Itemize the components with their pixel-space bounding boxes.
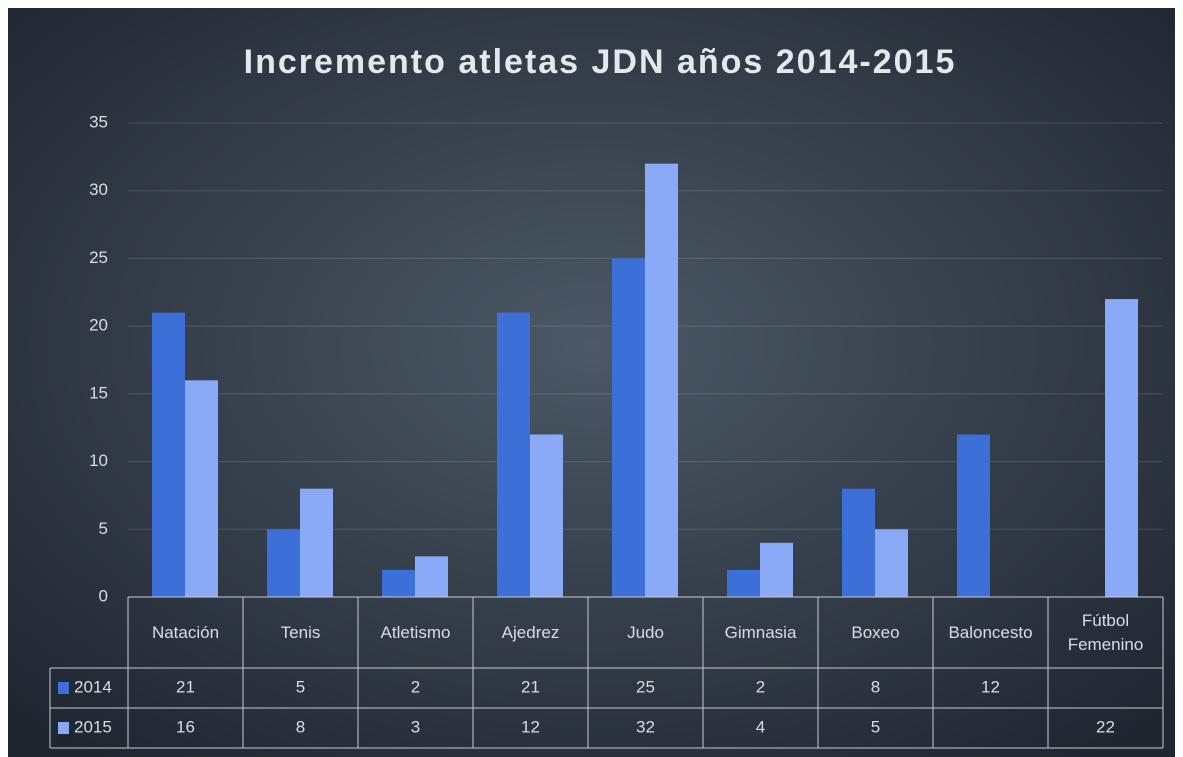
x-tick-label: Fútbol Femenino: [1067, 610, 1144, 654]
category-cell: Judo: [627, 622, 664, 642]
table-value: 32: [636, 717, 655, 736]
legend-label: 2014: [74, 677, 112, 696]
table-value: 16: [176, 717, 195, 736]
y-tick-label: 0: [99, 586, 108, 605]
x-tick-label: Gimnasia: [724, 622, 797, 642]
table-value: 8: [296, 717, 305, 736]
bar: [1105, 299, 1138, 597]
y-tick-label: 30: [89, 180, 108, 199]
bar: [415, 556, 448, 597]
category-cell: Natación: [151, 622, 220, 642]
x-tick-label: Natación: [151, 622, 220, 642]
table-value: 8: [871, 677, 880, 696]
table-value: 21: [176, 677, 195, 696]
bar: [842, 488, 875, 597]
x-tick-label: Atletismo: [380, 622, 451, 642]
table-value: 4: [756, 717, 765, 736]
x-tick-label: Ajedrez: [501, 622, 560, 642]
table-value: 2: [411, 677, 420, 696]
category-cell: Fútbol Femenino: [1067, 610, 1144, 654]
table-value: 5: [871, 717, 880, 736]
bar: [612, 258, 645, 597]
y-tick-label: 35: [89, 112, 108, 131]
y-tick-label: 25: [89, 248, 108, 267]
category-cell: Tenis: [280, 622, 321, 642]
bar: [300, 488, 333, 597]
table-value: 22: [1096, 717, 1115, 736]
table-value: 21: [521, 677, 540, 696]
chart-title: Incremento atletas JDN años 2014-2015: [244, 43, 957, 81]
bar: [530, 434, 563, 597]
category-cell: Baloncesto: [948, 622, 1033, 642]
y-tick-label: 10: [89, 451, 108, 470]
table-value: 5: [296, 677, 305, 696]
y-tick-label: 20: [89, 316, 108, 335]
bar: [875, 529, 908, 597]
category-cell: Ajedrez: [501, 622, 560, 642]
table-value: 12: [981, 677, 1000, 696]
y-tick-label: 15: [89, 383, 108, 402]
y-tick-label: 5: [99, 519, 108, 538]
x-tick-label: Tenis: [280, 622, 321, 642]
legend-key: [58, 722, 69, 734]
bar: [382, 569, 415, 597]
x-tick-label: Baloncesto: [948, 622, 1033, 642]
table-value: 3: [411, 717, 420, 736]
bar: [957, 434, 990, 597]
legend-key: [58, 682, 69, 694]
bar: [152, 312, 185, 597]
category-cell: Boxeo: [851, 622, 900, 642]
x-tick-label: Judo: [627, 622, 664, 642]
category-cell: Atletismo: [380, 622, 451, 642]
bar: [267, 529, 300, 597]
table-value: 2: [756, 677, 765, 696]
category-cell: Gimnasia: [724, 622, 797, 642]
bar: [760, 542, 793, 597]
x-tick-label: Boxeo: [851, 622, 900, 642]
table-value: 12: [521, 717, 540, 736]
bar: [185, 380, 218, 597]
bar: [727, 569, 760, 597]
bar: [645, 163, 678, 597]
table-value: 25: [636, 677, 655, 696]
legend-label: 2015: [74, 717, 112, 736]
bar: [497, 312, 530, 597]
